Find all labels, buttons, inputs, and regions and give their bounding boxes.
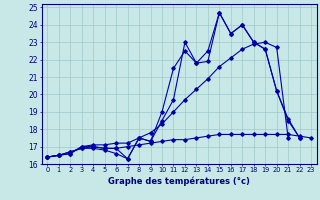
X-axis label: Graphe des températures (°c): Graphe des températures (°c) (108, 176, 250, 186)
